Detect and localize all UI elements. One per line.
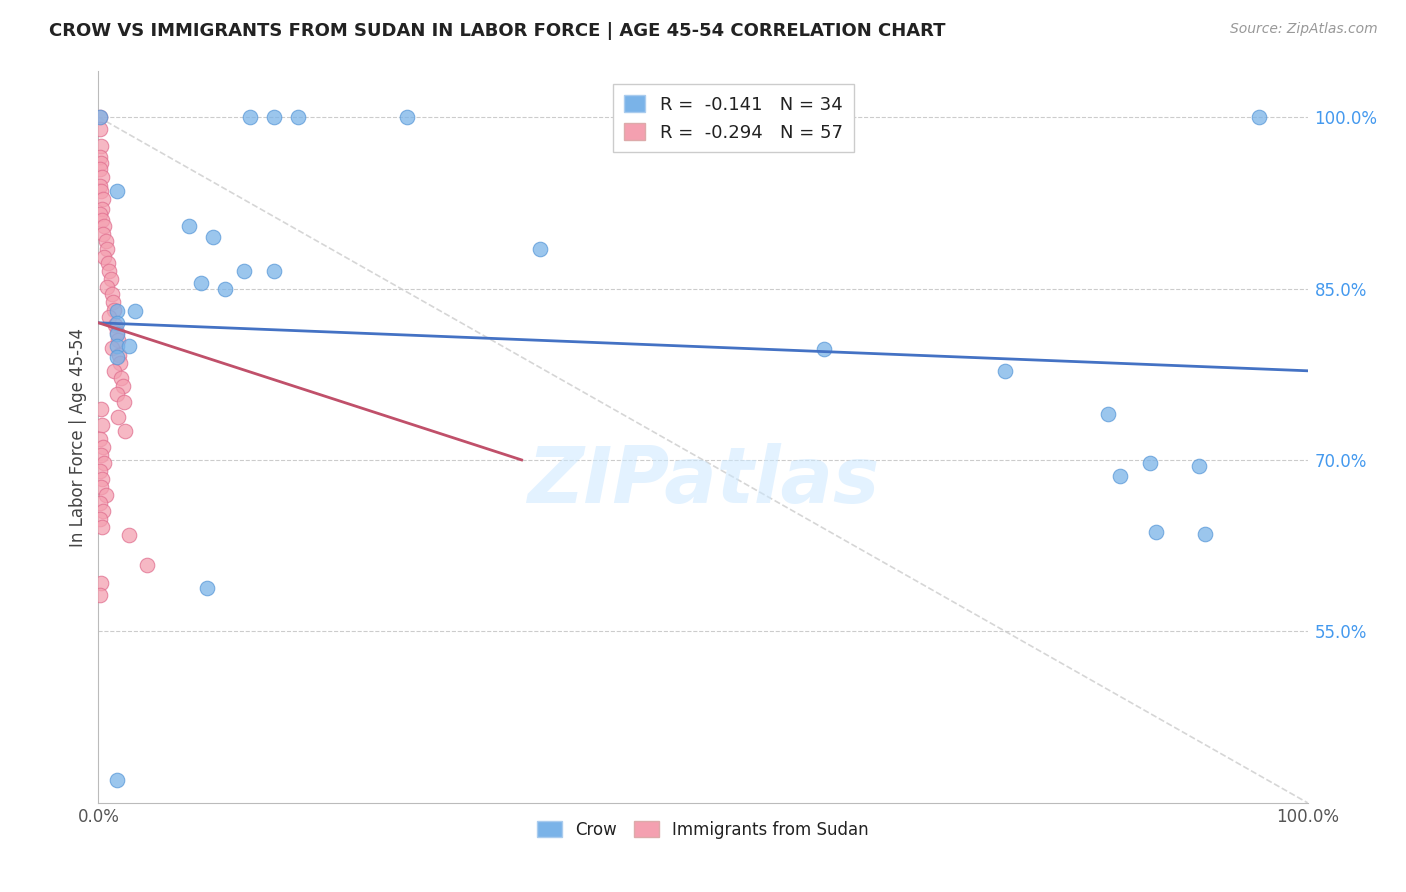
Point xyxy=(105,841,128,855)
Point xyxy=(529,242,551,256)
Point xyxy=(105,327,128,342)
Point xyxy=(103,303,125,318)
Point xyxy=(118,528,141,542)
Point xyxy=(214,281,236,295)
Point xyxy=(195,581,218,595)
Point xyxy=(94,234,117,248)
Point xyxy=(190,276,212,290)
Point xyxy=(104,318,127,332)
Point xyxy=(124,304,146,318)
Point xyxy=(93,250,115,264)
Point xyxy=(97,256,120,270)
Point xyxy=(105,325,128,339)
Point xyxy=(118,338,141,352)
Point xyxy=(90,401,112,416)
Point xyxy=(90,138,112,153)
Point xyxy=(89,121,111,136)
Point xyxy=(105,386,128,401)
Point xyxy=(98,264,121,278)
Point xyxy=(98,310,121,324)
Point xyxy=(93,456,115,470)
Point xyxy=(103,364,125,378)
Point xyxy=(1146,524,1168,539)
Point xyxy=(1097,407,1119,421)
Point xyxy=(89,207,111,221)
Point xyxy=(110,370,132,384)
Point xyxy=(100,287,122,301)
Point xyxy=(105,350,128,364)
Point xyxy=(239,110,262,124)
Point xyxy=(101,295,124,310)
Point xyxy=(91,520,114,534)
Point xyxy=(89,433,111,447)
Point xyxy=(105,304,128,318)
Y-axis label: In Labor Force | Age 45-54: In Labor Force | Age 45-54 xyxy=(69,327,87,547)
Point xyxy=(112,394,135,409)
Legend: Crow, Immigrants from Sudan: Crow, Immigrants from Sudan xyxy=(530,814,876,846)
Point xyxy=(395,110,418,124)
Point xyxy=(263,264,285,278)
Point xyxy=(105,772,128,787)
Point xyxy=(91,417,114,432)
Point xyxy=(1194,527,1216,541)
Point xyxy=(91,441,114,455)
Point xyxy=(89,110,111,124)
Point xyxy=(91,193,114,207)
Point xyxy=(111,378,134,392)
Point xyxy=(90,480,112,494)
Point xyxy=(1249,110,1271,124)
Point xyxy=(90,449,112,463)
Point xyxy=(91,227,114,241)
Point xyxy=(1188,458,1211,473)
Point xyxy=(90,576,112,591)
Text: CROW VS IMMIGRANTS FROM SUDAN IN LABOR FORCE | AGE 45-54 CORRELATION CHART: CROW VS IMMIGRANTS FROM SUDAN IN LABOR F… xyxy=(49,22,946,40)
Point xyxy=(813,342,835,356)
Text: Source: ZipAtlas.com: Source: ZipAtlas.com xyxy=(1230,22,1378,37)
Point xyxy=(179,219,201,233)
Point xyxy=(91,213,114,227)
Point xyxy=(89,178,111,193)
Point xyxy=(89,110,111,124)
Point xyxy=(108,356,131,370)
Point xyxy=(93,219,115,233)
Point xyxy=(105,316,128,330)
Point xyxy=(89,150,111,164)
Point xyxy=(263,110,285,124)
Point xyxy=(91,202,114,216)
Point xyxy=(114,425,136,439)
Point xyxy=(89,464,111,478)
Point xyxy=(90,185,112,199)
Point xyxy=(91,504,114,518)
Point xyxy=(105,338,128,352)
Point xyxy=(105,185,128,199)
Point xyxy=(90,156,112,170)
Point xyxy=(89,512,111,526)
Point xyxy=(100,272,122,286)
Point xyxy=(89,496,111,510)
Point xyxy=(107,409,129,424)
Point xyxy=(89,588,111,602)
Point xyxy=(107,333,129,347)
Point xyxy=(91,169,114,184)
Point xyxy=(994,364,1017,378)
Point xyxy=(202,230,225,244)
Point xyxy=(96,280,118,294)
Text: ZIPatlas: ZIPatlas xyxy=(527,443,879,519)
Point xyxy=(1109,469,1132,483)
Point xyxy=(108,348,131,362)
Point xyxy=(232,264,254,278)
Point xyxy=(91,472,114,486)
Point xyxy=(287,110,309,124)
Point xyxy=(89,161,111,176)
Point xyxy=(96,242,118,256)
Point xyxy=(94,488,117,502)
Point xyxy=(135,558,157,573)
Point xyxy=(1139,456,1161,470)
Point xyxy=(100,341,122,355)
